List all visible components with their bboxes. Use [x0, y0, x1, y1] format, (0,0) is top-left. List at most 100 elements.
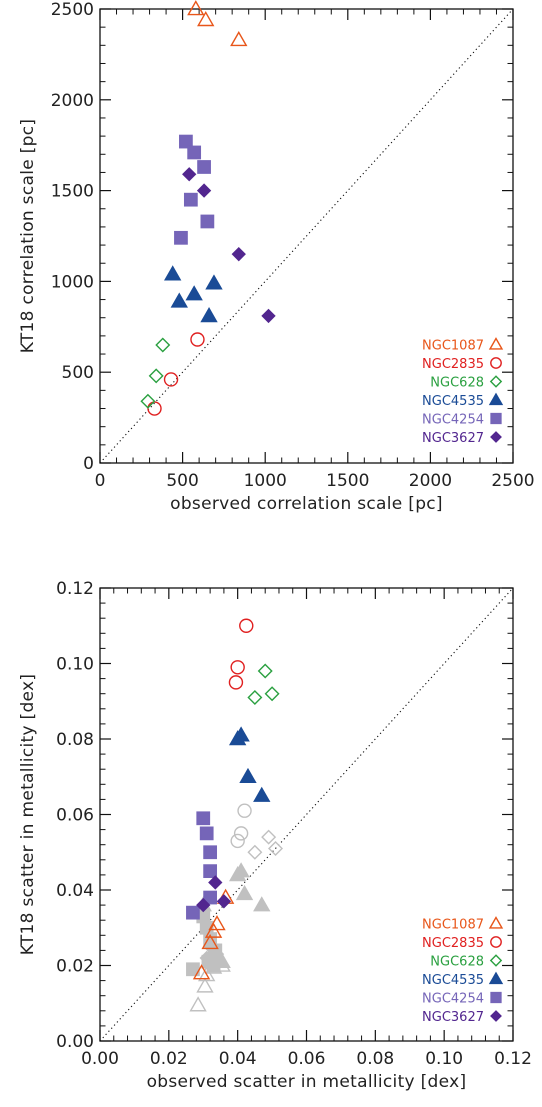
- legend-marker-ngc4535: [488, 392, 504, 406]
- data-point: [174, 230, 188, 245]
- legend-label-ngc628: NGC628: [430, 955, 484, 970]
- y-tick-label: 0.08: [56, 730, 94, 750]
- data-point: [198, 966, 216, 982]
- data-point: [199, 950, 214, 966]
- data-point: [216, 894, 232, 909]
- x-tick-label: 0.08: [356, 1049, 394, 1069]
- data-point: [186, 905, 200, 920]
- legend-marker: [488, 337, 504, 350]
- x-tick-label: 2000: [409, 471, 452, 491]
- y-tick-label: 0.10: [56, 655, 94, 675]
- y-axis-title: KT18 correlation scale [pc]: [18, 119, 38, 354]
- data-point: [264, 686, 280, 702]
- data-point: [200, 214, 215, 229]
- series-ngc3627: [196, 875, 232, 913]
- y-tick-label: 0.06: [56, 806, 94, 826]
- x-tick-label: 0.12: [494, 1049, 532, 1069]
- y-axis-title: KT18 scatter in metallicity [dex]: [18, 674, 38, 956]
- top-scatter-panel: 0 500 1000 1500 2000 2500 0 500 1000 1500 2000 2500…: [18, 0, 535, 514]
- x-tick-label: 1000: [244, 471, 287, 491]
- legend-marker: [488, 916, 504, 929]
- data-point: [231, 246, 246, 262]
- data-point: [233, 826, 249, 841]
- data-point: [204, 922, 223, 938]
- legend-marker-ngc2835: [490, 357, 502, 369]
- bottom-scatter-panel: 0.00 0.02 0.04 0.06 0.08 0.10 0.12 0.00 0.02 0.04…: [18, 579, 532, 1092]
- data-point: [200, 307, 218, 323]
- x-tick-label: 2500: [491, 471, 534, 491]
- data-point: [230, 833, 245, 849]
- legend-label-ngc3627: NGC3627: [422, 1010, 484, 1025]
- legend-label-ngc4535: NGC4535: [422, 973, 484, 988]
- legend-marker-ngc628: [489, 375, 503, 388]
- data-point: [232, 862, 250, 878]
- data-point: [189, 996, 207, 1012]
- series-gray-1: [230, 803, 252, 849]
- data-point: [206, 958, 221, 973]
- legend-label-ngc628: NGC628: [430, 376, 484, 391]
- data-point: [261, 829, 277, 845]
- data-point: [163, 372, 179, 387]
- x-tick-label: 0.06: [288, 1049, 326, 1069]
- data-point: [199, 826, 214, 841]
- one-to-one-line: [99, 8, 514, 464]
- series-ngc4254: [186, 811, 218, 920]
- x-tick-label: 0.02: [150, 1049, 188, 1069]
- data-point: [203, 890, 218, 905]
- x-axis-title: observed correlation scale [pc]: [170, 494, 443, 514]
- legend-marker-ngc4254: [490, 412, 502, 425]
- data-point: [247, 844, 263, 860]
- data-point: [155, 337, 171, 353]
- legend-marker-ngc2835: [490, 936, 502, 948]
- data-point: [228, 675, 244, 690]
- data-point: [179, 134, 193, 149]
- data-point: [203, 845, 218, 860]
- legend-marker-ngc4254: [490, 991, 502, 1004]
- legend-marker: [489, 375, 503, 388]
- y-tick-label: 2000: [51, 91, 94, 111]
- data-point: [196, 811, 211, 826]
- series-ngc3627: [182, 167, 276, 324]
- data-point: [185, 285, 203, 301]
- x-tick-label: 0.04: [219, 1049, 257, 1069]
- data-point: [140, 393, 156, 409]
- x-tick-label: 0.10: [425, 1049, 463, 1069]
- data-point: [230, 30, 248, 47]
- series-ngc628: [140, 337, 171, 409]
- legend-marker-ngc3627: [490, 1010, 502, 1022]
- data-point: [253, 896, 271, 912]
- legend-marker-ngc1087: [488, 916, 504, 929]
- data-point: [183, 192, 198, 207]
- x-tick-label: 0.00: [81, 1049, 119, 1069]
- data-point: [201, 933, 219, 950]
- data-point: [197, 11, 215, 27]
- data-point: [268, 840, 284, 856]
- x-tick-label: 500: [166, 471, 198, 491]
- legend-label-ngc3627: NGC3627: [422, 431, 484, 446]
- data-point: [230, 660, 245, 675]
- legend-marker: [490, 1010, 502, 1022]
- y-tick-label: 0.12: [56, 579, 94, 599]
- data-point: [187, 145, 202, 160]
- legend-marker: [490, 357, 502, 369]
- data-point: [235, 884, 254, 901]
- legend-label-ngc2835: NGC2835: [422, 936, 484, 951]
- legend-marker: [490, 412, 502, 425]
- legend-label-ngc1087: NGC1087: [422, 339, 484, 354]
- legend-marker: [489, 954, 503, 967]
- data-point: [196, 183, 212, 198]
- legend-label-ngc4254: NGC4254: [422, 992, 484, 1007]
- legend-label-ngc1087: NGC1087: [422, 918, 484, 933]
- y-tick-label: 0.00: [56, 1032, 94, 1052]
- data-point: [205, 274, 223, 290]
- legend-marker: [488, 392, 504, 406]
- data-point: [187, 0, 205, 16]
- data-point: [208, 915, 226, 931]
- data-point: [237, 803, 252, 818]
- y-tick-label: 500: [62, 363, 94, 383]
- y-tick-label: 2500: [51, 0, 94, 20]
- data-point: [239, 767, 257, 784]
- series-ngc4535: [164, 265, 223, 323]
- series-gray-5: [199, 939, 225, 966]
